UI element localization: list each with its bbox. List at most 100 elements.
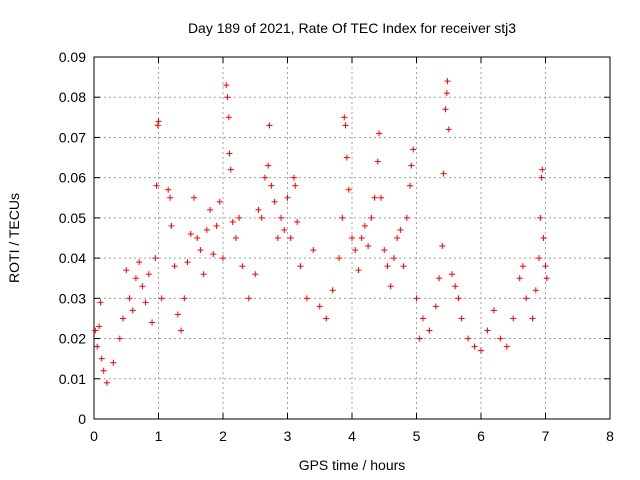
data-point xyxy=(236,214,243,221)
data-point xyxy=(413,295,420,302)
data-point xyxy=(287,235,294,241)
data-point xyxy=(341,114,348,121)
data-point xyxy=(378,194,385,201)
data-point xyxy=(167,194,174,201)
data-point xyxy=(239,263,246,270)
data-point xyxy=(537,214,544,221)
data-point xyxy=(323,315,330,322)
data-point xyxy=(226,150,233,157)
data-point xyxy=(94,343,101,350)
data-point xyxy=(207,206,214,213)
data-point xyxy=(197,247,204,254)
data-point xyxy=(542,263,549,270)
data-point xyxy=(290,174,297,181)
data-point xyxy=(174,311,181,318)
data-point xyxy=(126,295,133,302)
data-point xyxy=(439,243,446,250)
data-point xyxy=(365,243,372,250)
data-point xyxy=(271,198,278,205)
data-point xyxy=(436,275,443,282)
data-point xyxy=(227,166,234,173)
data-point xyxy=(190,194,197,201)
data-point xyxy=(371,194,378,201)
x-tick-label: 7 xyxy=(542,428,550,444)
data-point xyxy=(171,263,178,270)
data-point xyxy=(510,315,517,322)
data-point xyxy=(187,230,194,237)
x-axis-ticks: 0 1 2 3 4 5 6 7 8 xyxy=(90,57,614,444)
data-point xyxy=(426,327,433,334)
data-point xyxy=(97,299,104,306)
data-point xyxy=(503,343,510,350)
y-tick-label: 0.06 xyxy=(59,170,86,186)
data-point xyxy=(536,255,543,262)
data-point xyxy=(448,271,455,278)
y-tick-label: 0.04 xyxy=(59,250,86,266)
data-point xyxy=(432,303,439,310)
y-tick-label: 0.09 xyxy=(59,49,86,65)
data-point xyxy=(145,271,152,278)
data-point xyxy=(358,235,365,241)
data-point xyxy=(292,182,299,189)
data-point xyxy=(278,214,285,221)
data-point xyxy=(216,198,223,205)
data-point xyxy=(194,235,201,241)
data-point xyxy=(297,263,304,270)
data-point xyxy=(352,247,359,254)
data-point xyxy=(484,327,491,334)
data-point xyxy=(543,275,550,282)
data-point xyxy=(245,295,252,302)
data-point xyxy=(532,287,539,294)
y-tick-label: 0.05 xyxy=(59,210,86,226)
x-tick-label: 5 xyxy=(413,428,421,444)
data-point xyxy=(539,166,546,173)
data-point xyxy=(419,315,426,322)
data-point xyxy=(303,295,310,302)
data-point xyxy=(471,343,478,350)
y-tick-label: 0.08 xyxy=(59,89,86,105)
x-tick-label: 2 xyxy=(219,428,227,444)
data-point xyxy=(274,235,281,241)
data-point xyxy=(229,218,236,225)
data-point xyxy=(523,295,530,302)
data-point xyxy=(149,319,156,326)
data-point xyxy=(374,158,381,165)
data-point xyxy=(152,255,159,262)
data-point xyxy=(139,283,146,290)
data-point xyxy=(213,222,220,229)
data-point xyxy=(397,226,404,233)
data-point xyxy=(444,78,451,85)
data-point xyxy=(416,335,423,342)
data-point xyxy=(458,315,465,322)
data-point xyxy=(225,114,232,121)
data-point xyxy=(361,222,368,229)
y-tick-label: 0 xyxy=(78,411,86,427)
data-point xyxy=(110,359,117,366)
data-point xyxy=(181,295,188,302)
data-point xyxy=(158,295,165,302)
data-point xyxy=(445,126,452,133)
data-point xyxy=(116,335,123,342)
x-tick-label: 0 xyxy=(90,428,98,444)
data-point xyxy=(497,335,504,342)
data-point xyxy=(394,235,401,241)
data-point xyxy=(129,307,136,314)
data-point xyxy=(410,146,417,153)
data-point xyxy=(220,255,226,262)
data-point xyxy=(316,303,323,310)
data-point xyxy=(266,122,273,129)
data-point xyxy=(284,194,291,201)
data-point xyxy=(223,82,230,89)
data-point xyxy=(155,118,162,125)
data-point xyxy=(440,170,447,177)
data-point xyxy=(339,214,346,221)
y-axis-ticks: 0 0.01 0.02 0.03 0.04 0.05 0.06 0.07 0.08 0.09 xyxy=(59,49,610,427)
data-point xyxy=(407,182,414,189)
data-point xyxy=(98,355,105,362)
data-point xyxy=(100,367,107,374)
data-point xyxy=(178,327,185,334)
chart-title: Day 189 of 2021, Rate Of TEC Index for r… xyxy=(188,20,516,36)
data-point xyxy=(123,267,130,274)
data-point xyxy=(168,222,175,229)
x-tick-label: 4 xyxy=(348,428,356,444)
